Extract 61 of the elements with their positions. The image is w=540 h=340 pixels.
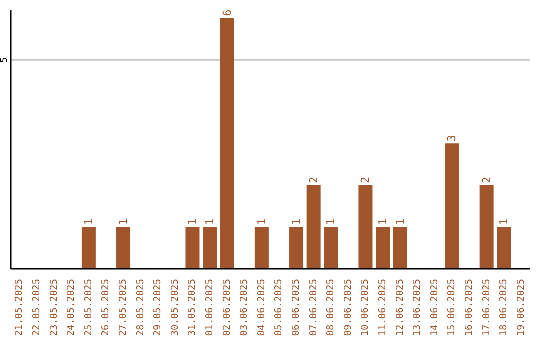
data-label: 2 (359, 176, 372, 184)
x-tick-label: 08.06.2025 (326, 279, 337, 336)
bar (324, 227, 338, 269)
data-label: 1 (498, 218, 511, 226)
bar (186, 227, 200, 269)
bar (445, 144, 460, 269)
x-tick-label: 10.06.2025 (360, 279, 372, 336)
x-tick-label: 06.06.2025 (290, 279, 302, 336)
data-label: 1 (186, 218, 200, 226)
bar (203, 227, 218, 269)
x-tick-label: 31.05.2025 (187, 279, 198, 336)
data-label: 1 (394, 218, 407, 226)
bar (393, 227, 408, 269)
data-label: 6 (220, 10, 234, 16)
data-label: 1 (255, 218, 268, 226)
x-tick-label: 26.05.2025 (100, 279, 112, 336)
bar (376, 227, 390, 269)
data-label: 1 (82, 218, 96, 226)
x-tick-label: 15.06.2025 (446, 279, 458, 336)
x-tick-label: 30.05.2025 (170, 279, 181, 336)
bar (254, 227, 269, 269)
x-tick-label: 19.06.2025 (516, 279, 527, 336)
x-tick-label: 24.05.2025 (66, 279, 78, 336)
x-tick-label: 02.06.2025 (222, 279, 233, 336)
bar (116, 227, 131, 269)
x-tick-label: 05.06.2025 (274, 279, 285, 336)
data-label: 1 (324, 218, 338, 226)
y-tick-label: 5 (0, 57, 10, 63)
x-tick-label: 01.06.2025 (204, 279, 216, 336)
bar (358, 185, 373, 269)
bar (497, 227, 512, 269)
bar (290, 227, 304, 269)
x-tick-label: 04.06.2025 (256, 279, 268, 336)
x-tick-label: 14.06.2025 (429, 279, 440, 336)
x-tick-label: 18.06.2025 (498, 279, 510, 336)
x-tick-label: 23.05.2025 (48, 279, 60, 336)
x-tick-label: 16.06.2025 (464, 279, 475, 336)
bar (220, 18, 234, 269)
data-label: 2 (307, 176, 320, 184)
x-tick-label: 11.06.2025 (377, 279, 388, 336)
data-label: 1 (376, 218, 390, 226)
data-label: 2 (480, 176, 494, 184)
x-tick-label: 09.06.2025 (342, 279, 354, 336)
x-tick-label: 28.05.2025 (135, 279, 146, 336)
x-tick-label: 21.05.2025 (14, 279, 26, 336)
x-tick-label: 07.06.2025 (308, 279, 320, 336)
x-tick-label: 03.06.2025 (239, 279, 250, 336)
x-tick-label: 17.06.2025 (481, 279, 492, 336)
x-tick-label: 27.05.2025 (118, 279, 129, 336)
x-tick-label: 12.06.2025 (394, 279, 406, 336)
data-label: 3 (446, 135, 459, 142)
bar (306, 185, 321, 269)
data-label: 1 (117, 218, 130, 226)
bar (480, 185, 494, 269)
x-tick-label: 22.05.2025 (31, 279, 42, 336)
data-label: 1 (204, 218, 217, 226)
x-tick-label: 13.06.2025 (412, 279, 424, 336)
bar (82, 227, 96, 269)
data-label: 1 (290, 218, 304, 226)
x-tick-label: 29.05.2025 (152, 279, 164, 336)
x-tick-label: 25.05.2025 (83, 279, 94, 336)
